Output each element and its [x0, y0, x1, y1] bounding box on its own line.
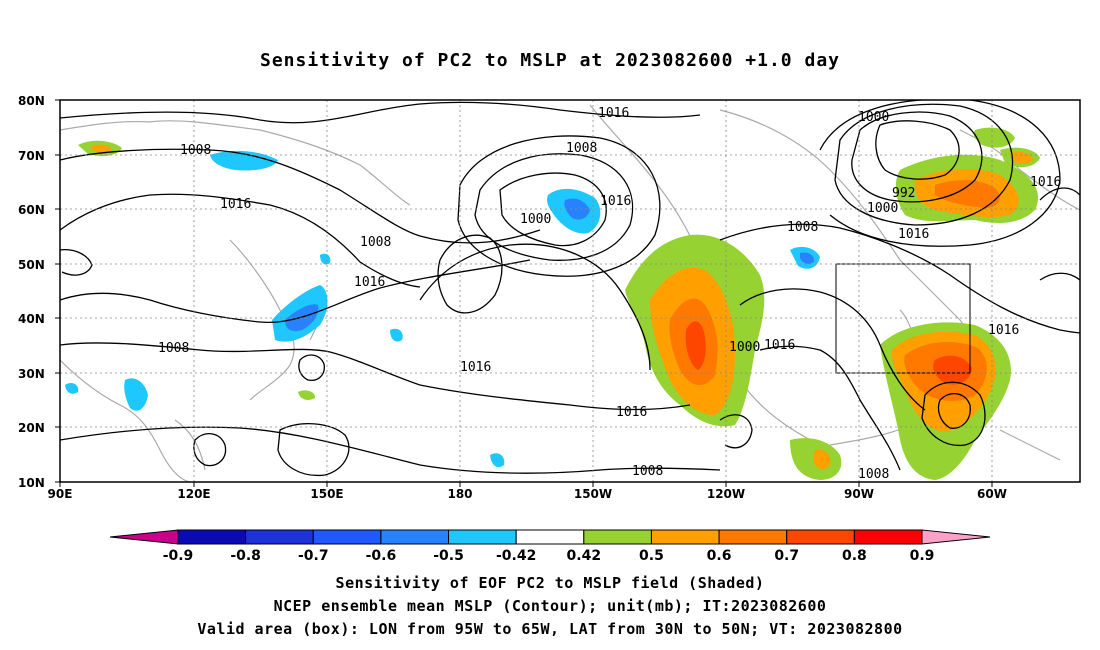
colorbar-label: 0.6: [707, 548, 732, 564]
colorbar-label: -0.8: [230, 548, 261, 564]
colorbar-box: [786, 529, 855, 545]
negative-region-small-3: [490, 453, 505, 468]
contour-label: 1008: [180, 143, 211, 158]
colorbar-label: 0.7: [774, 548, 799, 564]
lon-label: 60W: [977, 487, 1007, 501]
contour-label: 1008: [360, 235, 391, 250]
lat-label: 30N: [18, 367, 45, 381]
lon-label: 150W: [574, 487, 612, 501]
positive-region-southeast-max: [933, 355, 972, 385]
footer-line-1: Sensitivity of EOF PC2 to MSLP field (Sh…: [335, 574, 765, 592]
negative-region-small-1: [65, 382, 79, 394]
lat-label: 60N: [18, 203, 45, 217]
colorbar-box: [245, 529, 314, 545]
negative-region-hudson-core: [800, 252, 815, 264]
footer-line-2: NCEP ensemble mean MSLP (Contour); unit(…: [273, 597, 827, 615]
colorbar-left-triangle: [109, 529, 179, 545]
longitude-labels: 90E 120E 150E 180 150W 120W 90W 60W: [48, 487, 1007, 501]
contour-label: 1016: [354, 275, 385, 290]
colorbar-label: -0.42: [496, 548, 536, 564]
lat-label: 20N: [18, 421, 45, 435]
colorbar-right-triangle: [921, 529, 991, 545]
lat-label: 10N: [18, 476, 45, 490]
negative-region-south-asia: [124, 378, 148, 411]
lat-label: 40N: [18, 312, 45, 326]
contour-label: 1016: [988, 323, 1019, 338]
lat-label: 70N: [18, 149, 45, 163]
colorbar-box: [177, 529, 247, 545]
contour-label: 1016: [598, 106, 629, 121]
contour-label: 1008: [566, 141, 597, 156]
positive-region-gulf-orange: [813, 449, 831, 470]
valid-area-box: [835, 263, 971, 374]
contour-label: 1000: [520, 212, 551, 227]
contour-label: 1000: [729, 340, 760, 355]
positive-region-asia-north-orange: [92, 144, 112, 153]
colorbar-box: [380, 529, 450, 545]
positive-region-north-atlantic-core: [935, 180, 1000, 208]
contour-label: 1016: [616, 405, 647, 420]
colorbar-label: -0.9: [163, 548, 194, 564]
contour-label: 1008: [158, 341, 189, 356]
colorbar-label: 0.5: [639, 548, 664, 564]
colorbar-label: 0.9: [910, 548, 935, 564]
map-frame: [59, 99, 1081, 483]
map-title: Sensitivity of PC2 to MSLP at 2023082600…: [259, 50, 840, 71]
lon-label: 180: [447, 487, 472, 501]
contour-label: 1016: [1030, 175, 1061, 190]
negative-region-gulf-alaska-core: [564, 198, 590, 220]
colorbar-box: [583, 529, 652, 545]
positive-region-small-1: [298, 390, 316, 400]
isobars: [60, 100, 1080, 477]
positive-region-west-coast-max: [685, 321, 706, 370]
colorbar-box: [448, 529, 517, 545]
negative-region-small-2: [390, 328, 403, 342]
lon-label: 120E: [177, 487, 210, 501]
contour-label: 1016: [898, 227, 929, 242]
negative-region-kamchatka: [210, 150, 278, 171]
colorbar-box: [718, 529, 788, 545]
contour-label: 1000: [858, 110, 889, 125]
lat-label: 80N: [18, 94, 45, 108]
contour-label: 992: [892, 186, 915, 201]
colorbar-label: -0.7: [298, 548, 329, 564]
colorbar-label: -0.6: [366, 548, 397, 564]
contour-label: 1016: [460, 360, 491, 375]
colorbar: -0.9 -0.8 -0.7 -0.6 -0.5 -0.42 0.42 0.5 0.6 0.7 0.…: [109, 529, 991, 564]
footer-line-3: Valid area (box): LON from 95W to 65W, L…: [197, 620, 903, 638]
colorbar-box: [515, 529, 585, 545]
contour-label: 1008: [858, 467, 889, 482]
contour-label: 1016: [220, 197, 251, 212]
lon-label: 90E: [48, 487, 73, 501]
colorbar-box: [853, 529, 923, 545]
lon-label: 150E: [310, 487, 343, 501]
contour-labels: 1016 1008 1008 1016 1008 1000 1016 1016 …: [158, 106, 1061, 482]
contour-label: 1000: [867, 201, 898, 216]
latitude-labels: 80N 70N 60N 50N 40N 30N 20N 10N: [18, 94, 45, 490]
axis-ticks: [55, 99, 993, 487]
contour-label: 1008: [787, 220, 818, 235]
lon-label: 90W: [844, 487, 874, 501]
lon-label: 120W: [707, 487, 745, 501]
grid-lines: [60, 100, 1080, 482]
negative-region-small-4: [320, 253, 331, 265]
colorbar-label: 0.8: [842, 548, 867, 564]
contour-label: 1016: [600, 194, 631, 209]
contour-label: 1016: [764, 338, 795, 353]
colorbar-label: 0.42: [567, 548, 602, 564]
contour-label: 1008: [632, 464, 663, 479]
colorbar-box: [312, 529, 382, 545]
colorbar-box: [650, 529, 720, 545]
positive-region-greenland: [973, 127, 1015, 148]
lat-label: 50N: [18, 258, 45, 272]
colorbar-label: -0.5: [433, 548, 464, 564]
